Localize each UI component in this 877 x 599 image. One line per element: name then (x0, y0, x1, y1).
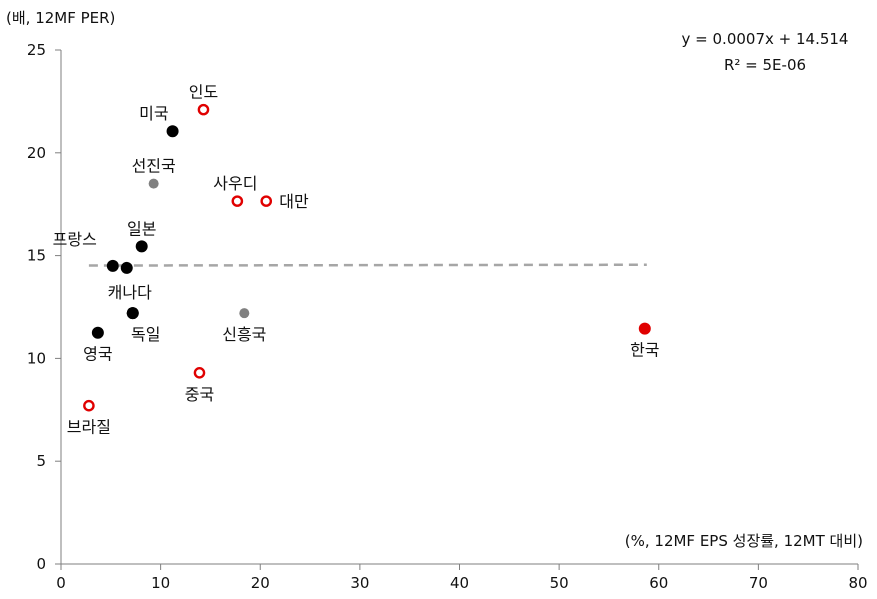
point-미국 (166, 125, 179, 138)
point-독일 (126, 307, 139, 320)
point-일본 (135, 240, 148, 253)
axes: 0 5 10 15 20 25 0 10 20 30 40 50 60 70 80 (27, 41, 868, 592)
point-label-브라질: 브라질 (67, 418, 111, 437)
point-중국 (193, 366, 206, 379)
x-tick-label: 60 (649, 574, 668, 592)
point-label-인도: 인도 (189, 83, 218, 102)
x-tick-label: 80 (848, 574, 867, 592)
point-프랑스 (106, 259, 119, 272)
point-label-영국: 영국 (83, 345, 112, 364)
x-tick-label: 70 (749, 574, 768, 592)
y-tick-label: 15 (27, 247, 46, 265)
y-tick-label: 25 (27, 41, 46, 59)
point-선진국 (148, 178, 159, 189)
point-label-중국: 중국 (185, 385, 214, 404)
data-points (83, 103, 651, 412)
point-label-대만: 대만 (279, 192, 309, 211)
y-axis-title: (배, 12MF PER) (6, 9, 115, 27)
point-label-프랑스: 프랑스 (53, 230, 97, 249)
point-label-독일: 독일 (131, 325, 160, 344)
x-tick-label: 50 (550, 574, 569, 592)
point-label-일본: 일본 (127, 219, 156, 238)
point-사우디 (231, 195, 244, 207)
point-신흥국 (239, 308, 250, 319)
y-tick-label: 0 (36, 555, 46, 573)
x-tick-label: 10 (151, 574, 170, 592)
point-대만 (260, 195, 273, 207)
trendline (88, 263, 647, 267)
y-tick-label: 10 (27, 349, 46, 367)
point-브라질 (83, 399, 95, 412)
point-인도 (197, 103, 210, 116)
y-tick-label: 20 (27, 144, 46, 162)
x-tick-label: 40 (450, 574, 469, 592)
regression-equation: y = 0.0007x + 14.514 (682, 30, 849, 48)
regression-r2: R² = 5E-06 (724, 56, 806, 74)
point-label-미국: 미국 (139, 104, 168, 123)
x-axis-title: (%, 12MF EPS 성장률, 12MT 대비) (625, 532, 863, 550)
point-한국 (638, 322, 651, 335)
y-tick-label: 5 (36, 452, 46, 470)
point-label-신흥국: 신흥국 (222, 325, 266, 344)
point-label-선진국: 선진국 (132, 157, 176, 176)
point-label-사우디: 사우디 (213, 174, 257, 193)
x-tick-label: 30 (350, 574, 369, 592)
point-영국 (91, 326, 104, 339)
point-label-캐나다: 캐나다 (108, 283, 152, 302)
x-tick-label: 20 (251, 574, 270, 592)
point-unlabeled (120, 261, 133, 274)
x-tick-label: 0 (56, 574, 66, 592)
trendline-group (88, 263, 647, 267)
point-label-한국: 한국 (630, 341, 659, 360)
